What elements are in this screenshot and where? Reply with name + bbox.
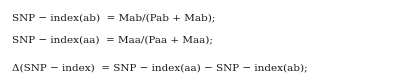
Text: Δ(SNP − index)  = SNP − index(aa) − SNP − index(ab);: Δ(SNP − index) = SNP − index(aa) − SNP −… (12, 64, 308, 72)
Text: SNP − index(ab)  = Mab/(Pab + Mab);: SNP − index(ab) = Mab/(Pab + Mab); (12, 14, 215, 22)
Text: SNP − index(aa)  = Maa/(Paa + Maa);: SNP − index(aa) = Maa/(Paa + Maa); (12, 36, 213, 44)
